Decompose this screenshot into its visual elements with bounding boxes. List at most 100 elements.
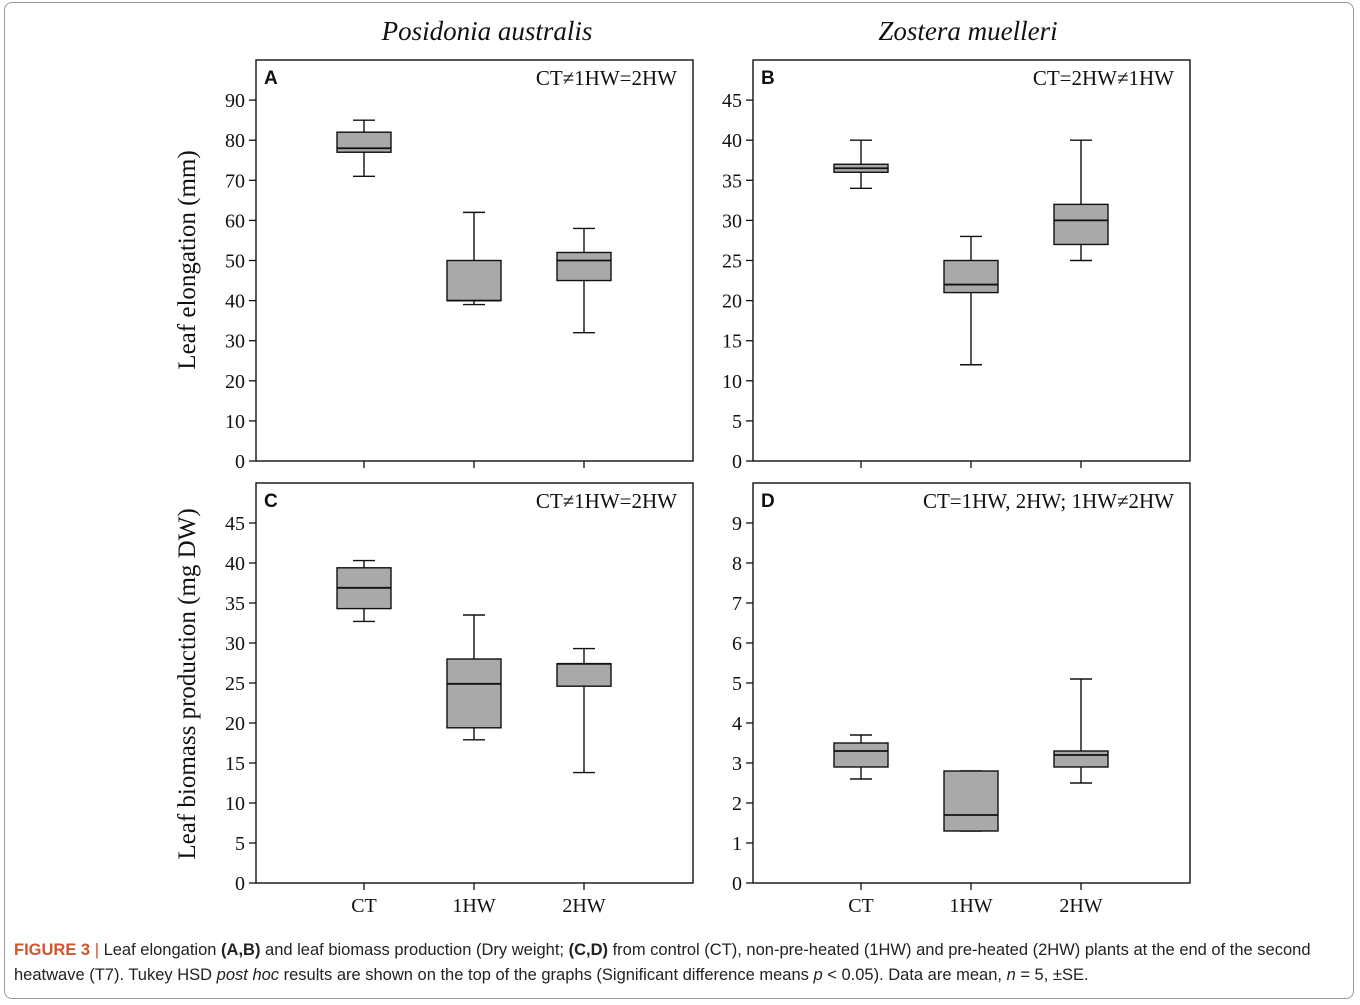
panel-annotation: CT=2HW≠1HW [1033, 66, 1174, 90]
y-tick-label: 90 [225, 90, 245, 112]
y-tick-label: 5 [235, 833, 245, 855]
column-title-posidonia: Posidonia australis [381, 16, 593, 46]
box-body [336, 131, 392, 153]
caption-segment: < 0.05). Data are mean, [822, 966, 1007, 984]
y-tick-label: 4 [732, 713, 742, 735]
y-tick-label: 7 [732, 593, 742, 615]
column-title-zostera: Zostera muelleri [878, 16, 1058, 46]
box-ct [833, 734, 889, 780]
figure-caption: FIGURE 3 | Leaf elongation (A,B) and lea… [14, 938, 1344, 988]
y-tick-label: 35 [225, 593, 245, 615]
box-ct [336, 559, 392, 623]
panel-c: 0 5 10 15 20 25 30 35 40 45 CT 1HW 2HW C CT≠1HW=2HW [225, 482, 694, 917]
caption-segment: n [1006, 966, 1016, 984]
box-body [556, 663, 612, 687]
y-tick-label: 6 [732, 633, 742, 655]
box-2hw [556, 647, 612, 774]
panel-b: 0 5 10 15 20 25 30 35 40 45 B CT=2HW≠1HW [722, 59, 1191, 473]
panel-a: 0 10 20 30 40 50 60 70 80 90 A CT≠1HW=2HW [225, 59, 694, 473]
y-tick-label: 10 [225, 793, 245, 815]
y-tick-label: 30 [722, 210, 742, 232]
caption-segment: (A,B) [221, 941, 261, 959]
box-body [556, 251, 612, 282]
y-tick-label: 60 [225, 210, 245, 232]
panel-annotation: CT≠1HW=2HW [536, 66, 677, 90]
y-tick-label: 10 [225, 411, 245, 433]
y-tick-label: 40 [722, 130, 742, 152]
y-tick-label: 35 [722, 170, 742, 192]
box-body [943, 259, 999, 294]
caption-segment: results are shown on the top of the grap… [279, 966, 814, 984]
y-tick-label: 0 [732, 451, 742, 473]
y-tick-label: 40 [225, 553, 245, 575]
box-ct [833, 139, 889, 190]
box-1hw [446, 614, 502, 741]
y-tick-label: 70 [225, 170, 245, 192]
caption-segment: from control (CT), non-pre-heated (1HW) … [14, 941, 1311, 984]
box-ct [336, 119, 392, 177]
y-tick-label: 15 [722, 331, 742, 353]
y-tick-label: 0 [235, 873, 245, 895]
y-tick-label: 0 [235, 451, 245, 473]
y-tick-label: 5 [732, 673, 742, 695]
x-tick-label: 2HW [1059, 895, 1102, 917]
caption-segment: Leaf elongation [99, 941, 222, 959]
y-tick-label: 10 [722, 371, 742, 393]
box-2hw [1053, 139, 1109, 262]
y-tick-label: 20 [225, 713, 245, 735]
y-tick-label: 8 [732, 553, 742, 575]
y-tick-label: 45 [722, 90, 742, 112]
caption-segment: = 5, ±SE. [1015, 966, 1089, 984]
y-tick-label: 3 [732, 753, 742, 775]
y-tick-label: 45 [225, 513, 245, 535]
box-1hw [943, 770, 999, 832]
box-2hw [556, 227, 612, 334]
y-tick-label: 50 [225, 251, 245, 273]
y-tick-label: 25 [722, 251, 742, 273]
panel-annotation: CT≠1HW=2HW [536, 489, 677, 513]
panel-letter: B [761, 68, 775, 89]
y-tick-label: 15 [225, 753, 245, 775]
box-body [446, 259, 502, 302]
box-body [1053, 750, 1109, 768]
x-tick-label: 2HW [562, 895, 605, 917]
caption-segment: post hoc [216, 966, 280, 984]
y-tick-label: 5 [732, 411, 742, 433]
panel-letter: D [761, 491, 775, 512]
panel-annotation: CT=1HW, 2HW; 1HW≠2HW [923, 489, 1174, 513]
row-label-elongation: Leaf elongation (mm) [174, 150, 201, 369]
panel-d: 0 1 2 3 4 5 6 7 8 9 CT 1HW 2HW D CT=1HW, 2HW; 1HW≠2HW [732, 482, 1191, 917]
y-tick-label: 30 [225, 633, 245, 655]
y-tick-label: 25 [225, 673, 245, 695]
row-label-biomass: Leaf biomass production (mg DW) [174, 508, 201, 859]
box-2hw [1053, 678, 1109, 784]
caption-segment: p [813, 966, 823, 984]
caption-segment: and leaf biomass production (Dry weight; [260, 941, 569, 959]
box-plot-grid: Leaf elongation (mm) Leaf biomass produc… [174, 59, 1191, 917]
y-tick-label: 20 [225, 371, 245, 393]
figure-number: FIGURE 3 [14, 941, 91, 959]
x-tick-label: CT [351, 895, 377, 917]
figure-frame [4, 2, 1354, 999]
y-tick-label: 2 [732, 793, 742, 815]
x-tick-label: 1HW [452, 895, 495, 917]
y-tick-label: 20 [722, 291, 742, 313]
y-tick-label: 30 [225, 331, 245, 353]
box-1hw [943, 235, 999, 366]
caption-segment: (C,D) [568, 941, 608, 959]
panel-letter: C [264, 491, 278, 512]
y-tick-label: 80 [225, 130, 245, 152]
box-body [446, 658, 502, 729]
box-1hw [446, 211, 502, 306]
y-tick-label: 1 [732, 833, 742, 855]
box-body [943, 770, 999, 832]
panel-letter: A [264, 68, 278, 89]
x-tick-label: 1HW [949, 895, 992, 917]
box-body [1053, 203, 1109, 246]
y-tick-label: 0 [732, 873, 742, 895]
y-tick-label: 40 [225, 291, 245, 313]
x-tick-label: CT [848, 895, 874, 917]
caption-separator: | [94, 941, 99, 959]
caption-body: Leaf elongation (A,B) and leaf biomass p… [14, 941, 1311, 984]
